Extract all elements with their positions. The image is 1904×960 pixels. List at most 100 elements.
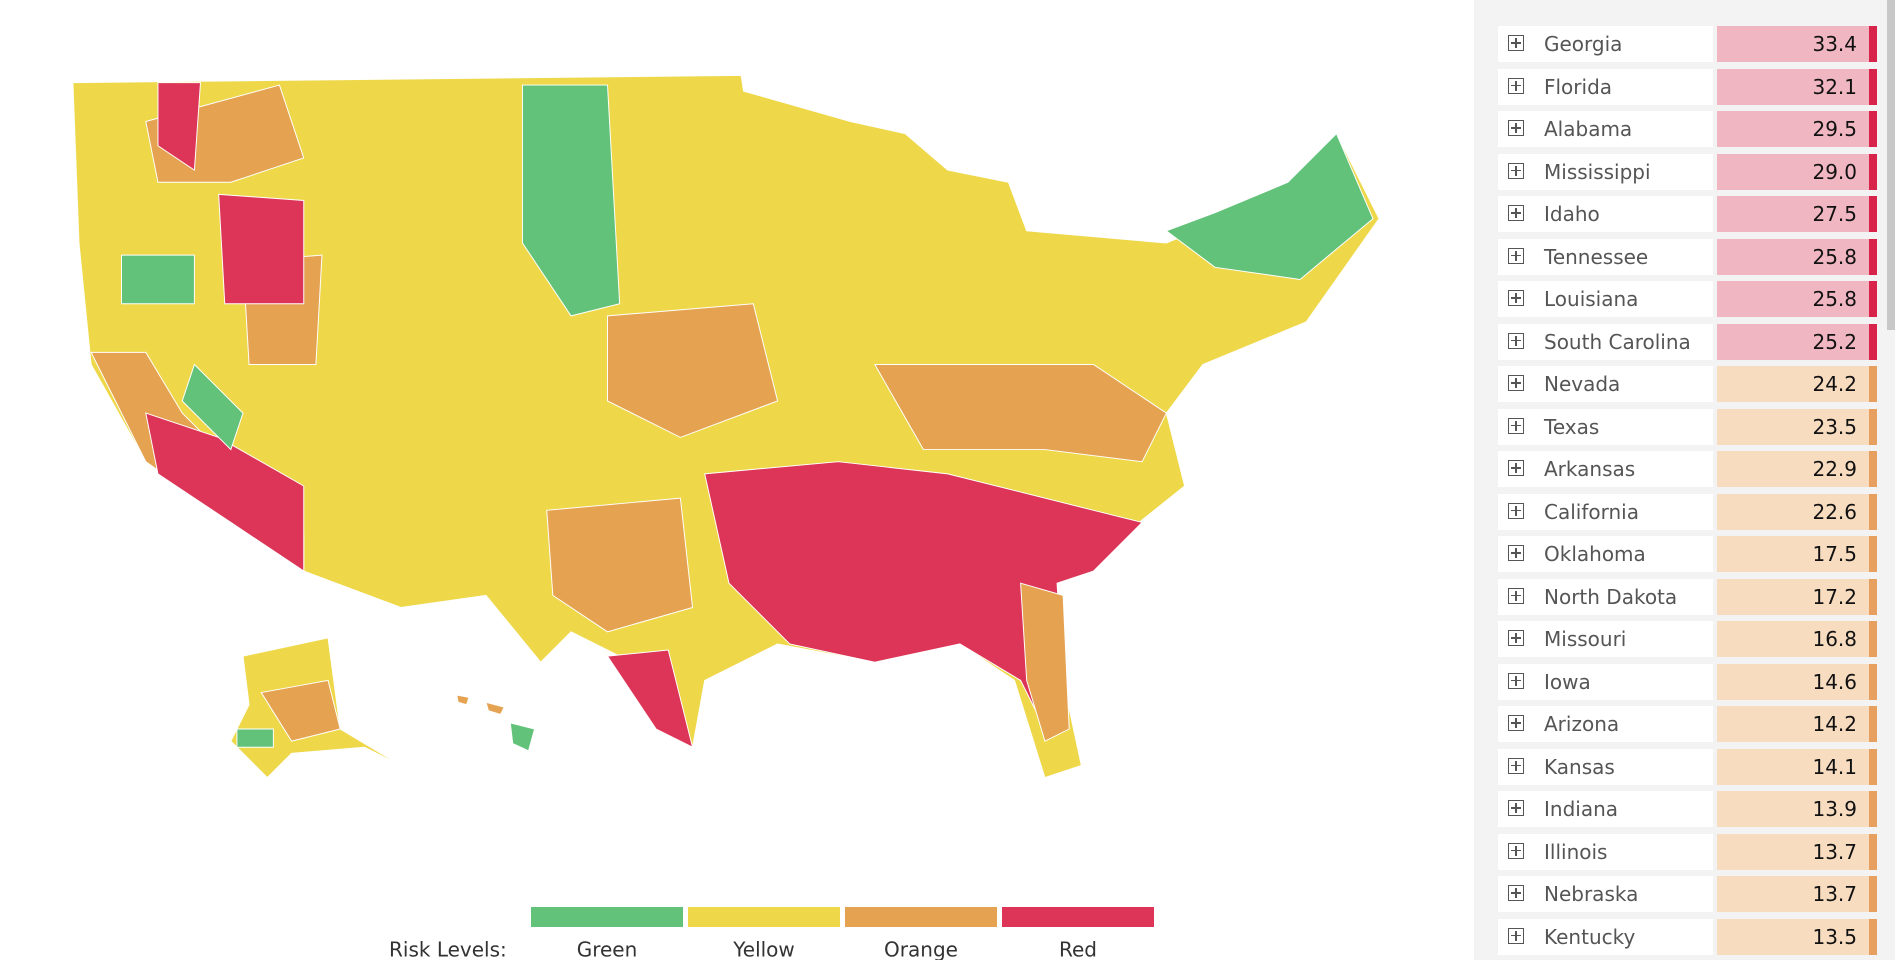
expand-icon[interactable] [1508,77,1524,94]
state-name: California [1544,499,1639,524]
table-row[interactable]: South Carolina 25.2 [1498,323,1877,360]
expand-icon[interactable] [1508,247,1524,264]
expand-icon[interactable] [1508,120,1524,136]
legend-swatch [845,907,997,927]
table-row[interactable]: Tennessee 25.8 [1498,238,1877,275]
table-row[interactable]: Nevada 24.2 [1498,366,1877,402]
legend-swatch [1002,907,1154,927]
scrollbar[interactable] [1887,0,1895,330]
expand-icon[interactable] [1508,545,1524,561]
name-cell: Kentucky [1498,918,1713,955]
table-row[interactable]: Texas 23.5 [1498,408,1877,445]
legend-swatch [688,907,840,927]
table-row[interactable]: Arizona 14.2 [1498,706,1877,742]
value: 22.9 [1812,457,1857,481]
map-shapes [72,74,1380,779]
value-cell: 27.5 [1717,196,1877,232]
value-cell: 13.7 [1717,833,1877,870]
expand-icon[interactable] [1508,885,1524,901]
region [521,84,621,317]
map: Risk Levels: Green Yellow Orange Red [72,74,1380,960]
expand-icon[interactable] [1508,332,1524,349]
name-cell: Indiana [1498,791,1713,827]
expand-icon[interactable] [1508,715,1524,731]
expand-icon[interactable] [1508,842,1524,859]
value-cell: 22.9 [1717,451,1877,487]
table-row[interactable]: Kentucky 13.5 [1498,918,1877,955]
name-cell: Tennessee [1498,238,1713,275]
value: 33.4 [1812,32,1857,56]
expand-icon[interactable] [1508,757,1524,774]
table-row[interactable]: Idaho 27.5 [1498,196,1877,232]
table-row[interactable]: Missouri 16.8 [1498,621,1877,657]
expand-icon[interactable] [1508,375,1524,391]
accent-bar [1869,748,1877,785]
state-name: Oklahoma [1544,542,1646,566]
state-name: Kansas [1544,754,1615,779]
table-row[interactable]: Arkansas 22.9 [1498,451,1877,487]
name-cell: Nevada [1498,366,1713,402]
expand-icon[interactable] [1508,417,1524,434]
name-cell: Missouri [1498,621,1713,657]
table-row[interactable]: North Dakota 17.2 [1498,578,1877,615]
table-row[interactable]: Nebraska 13.7 [1498,876,1877,912]
state-name: Nebraska [1544,882,1639,906]
accent-bar [1869,663,1877,700]
state-name: Indiana [1544,797,1619,821]
value-cell: 33.4 [1717,26,1877,62]
table-row[interactable]: Alabama 29.5 [1498,111,1877,147]
expand-icon[interactable] [1508,162,1524,179]
table-row[interactable]: Indiana 13.9 [1498,791,1877,827]
accent-bar [1869,833,1877,870]
value: 13.9 [1812,797,1857,821]
expand-icon[interactable] [1508,587,1524,604]
table-row[interactable]: Illinois 13.7 [1498,833,1877,870]
name-cell: Illinois [1498,833,1713,870]
value: 17.5 [1812,542,1857,566]
value: 13.7 [1812,882,1857,906]
table-row[interactable]: Oklahoma 17.5 [1498,536,1877,572]
expand-icon[interactable] [1508,205,1524,221]
accent-bar [1869,26,1877,62]
value: 14.1 [1812,754,1857,779]
state-name: Kentucky [1544,924,1636,949]
legend-label: Risk Levels: [389,938,507,960]
legend-swatch [531,907,683,927]
table-row[interactable]: Kansas 14.1 [1498,748,1877,785]
table-row[interactable]: Iowa 14.6 [1498,663,1877,700]
state-name: Idaho [1544,202,1600,226]
value: 14.6 [1812,669,1857,694]
region [236,728,274,748]
name-cell: Alabama [1498,111,1713,147]
value: 17.2 [1812,584,1857,609]
table-row[interactable]: Florida 32.1 [1498,68,1877,105]
expand-icon[interactable] [1508,502,1524,519]
region [260,679,341,742]
value: 32.1 [1812,74,1857,99]
value-cell: 25.8 [1717,281,1877,317]
region [181,363,244,451]
expand-icon[interactable] [1508,290,1524,306]
legend-entry: Orange [884,938,958,960]
expand-icon[interactable] [1508,800,1524,816]
expand-icon[interactable] [1508,35,1524,51]
table-row[interactable]: Georgia 33.4 [1498,26,1877,62]
value: 14.2 [1812,712,1857,736]
table-row[interactable]: Louisiana 25.8 [1498,281,1877,317]
accent-bar [1869,366,1877,402]
value: 27.5 [1812,202,1857,226]
table-row[interactable]: Mississippi 29.0 [1498,153,1877,190]
state-name: Nevada [1544,372,1621,396]
state-name: Louisiana [1544,287,1639,311]
value-cell: 14.1 [1717,748,1877,785]
accent-bar [1869,111,1877,147]
expand-icon[interactable] [1508,927,1524,944]
expand-icon[interactable] [1508,460,1524,476]
expand-icon[interactable] [1508,672,1524,689]
region [157,82,201,171]
legend: Risk Levels: Green Yellow Orange Red [389,907,1154,960]
accent-bar [1869,621,1877,657]
expand-icon[interactable] [1508,630,1524,646]
value-cell: 14.6 [1717,663,1877,700]
table-row[interactable]: California 22.6 [1498,493,1877,530]
